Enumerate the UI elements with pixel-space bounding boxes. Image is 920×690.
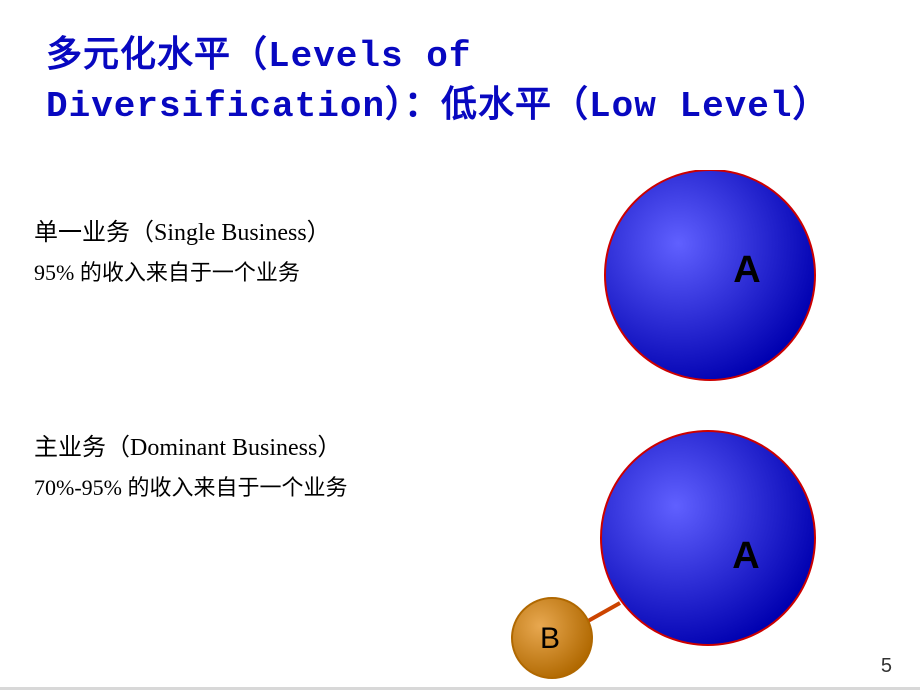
label-a-dominant: A: [732, 535, 759, 577]
section-dominant-business: 主业务（Dominant Business） 70%-95% 的收入来自于一个业…: [34, 430, 347, 502]
diagram-single-business: A: [590, 170, 830, 410]
dominant-business-heading: 主业务（Dominant Business）: [34, 430, 347, 466]
diagram-dominant-business: A B: [490, 410, 830, 690]
title-line1: 多元化水平（Levels of: [46, 36, 471, 77]
connector-line: [588, 603, 620, 621]
label-a-single: A: [733, 249, 760, 291]
single-business-text: 95% 的收入来自于一个业务: [34, 255, 331, 287]
single-business-heading: 单一业务（Single Business）: [34, 215, 331, 251]
title-line2: Diversification）：低水平（Low Level）: [46, 86, 830, 127]
slide-title: 多元化水平（Levels of Diversification）：低水平（Low…: [46, 32, 880, 133]
label-b-dominant: B: [540, 622, 560, 655]
circle-a-dominant: [601, 431, 815, 645]
dominant-business-text: 70%-95% 的收入来自于一个业务: [34, 470, 347, 502]
circle-a-single: [605, 170, 815, 380]
section-single-business: 单一业务（Single Business） 95% 的收入来自于一个业务: [34, 215, 331, 287]
page-number: 5: [881, 655, 892, 678]
